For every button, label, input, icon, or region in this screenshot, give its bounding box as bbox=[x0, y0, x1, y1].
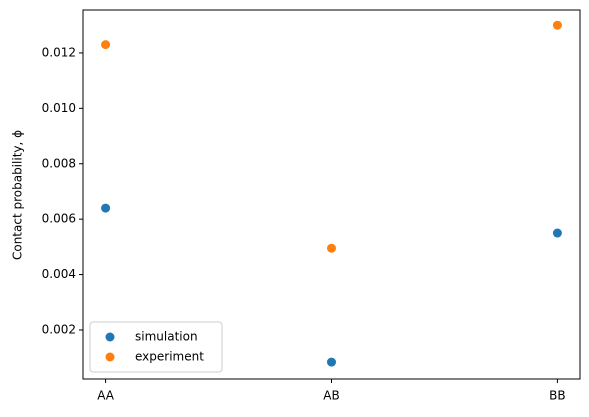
x-tick-label: AA bbox=[97, 389, 115, 403]
legend-box bbox=[89, 321, 223, 373]
point bbox=[552, 20, 562, 30]
point bbox=[101, 203, 111, 213]
y-axis-label: Contact probability, ϕ bbox=[11, 130, 25, 260]
legend-marker bbox=[105, 352, 115, 362]
x-tick-label: BB bbox=[549, 389, 565, 403]
point bbox=[327, 357, 336, 367]
y-tick-label: 0.012 bbox=[42, 45, 76, 59]
point bbox=[552, 228, 562, 238]
point bbox=[327, 243, 336, 253]
y-tick-label: 0.008 bbox=[42, 156, 76, 170]
y-tick-label: 0.002 bbox=[42, 322, 76, 336]
point bbox=[101, 40, 111, 50]
legend-label: simulation bbox=[135, 330, 198, 344]
legend-marker bbox=[105, 332, 115, 342]
y-tick-label: 0.004 bbox=[42, 267, 76, 281]
y-tick-label: 0.006 bbox=[42, 212, 76, 226]
legend-label: experiment bbox=[135, 350, 204, 364]
x-tick-label: AB bbox=[323, 389, 339, 403]
y-tick-label: 0.010 bbox=[42, 101, 76, 115]
